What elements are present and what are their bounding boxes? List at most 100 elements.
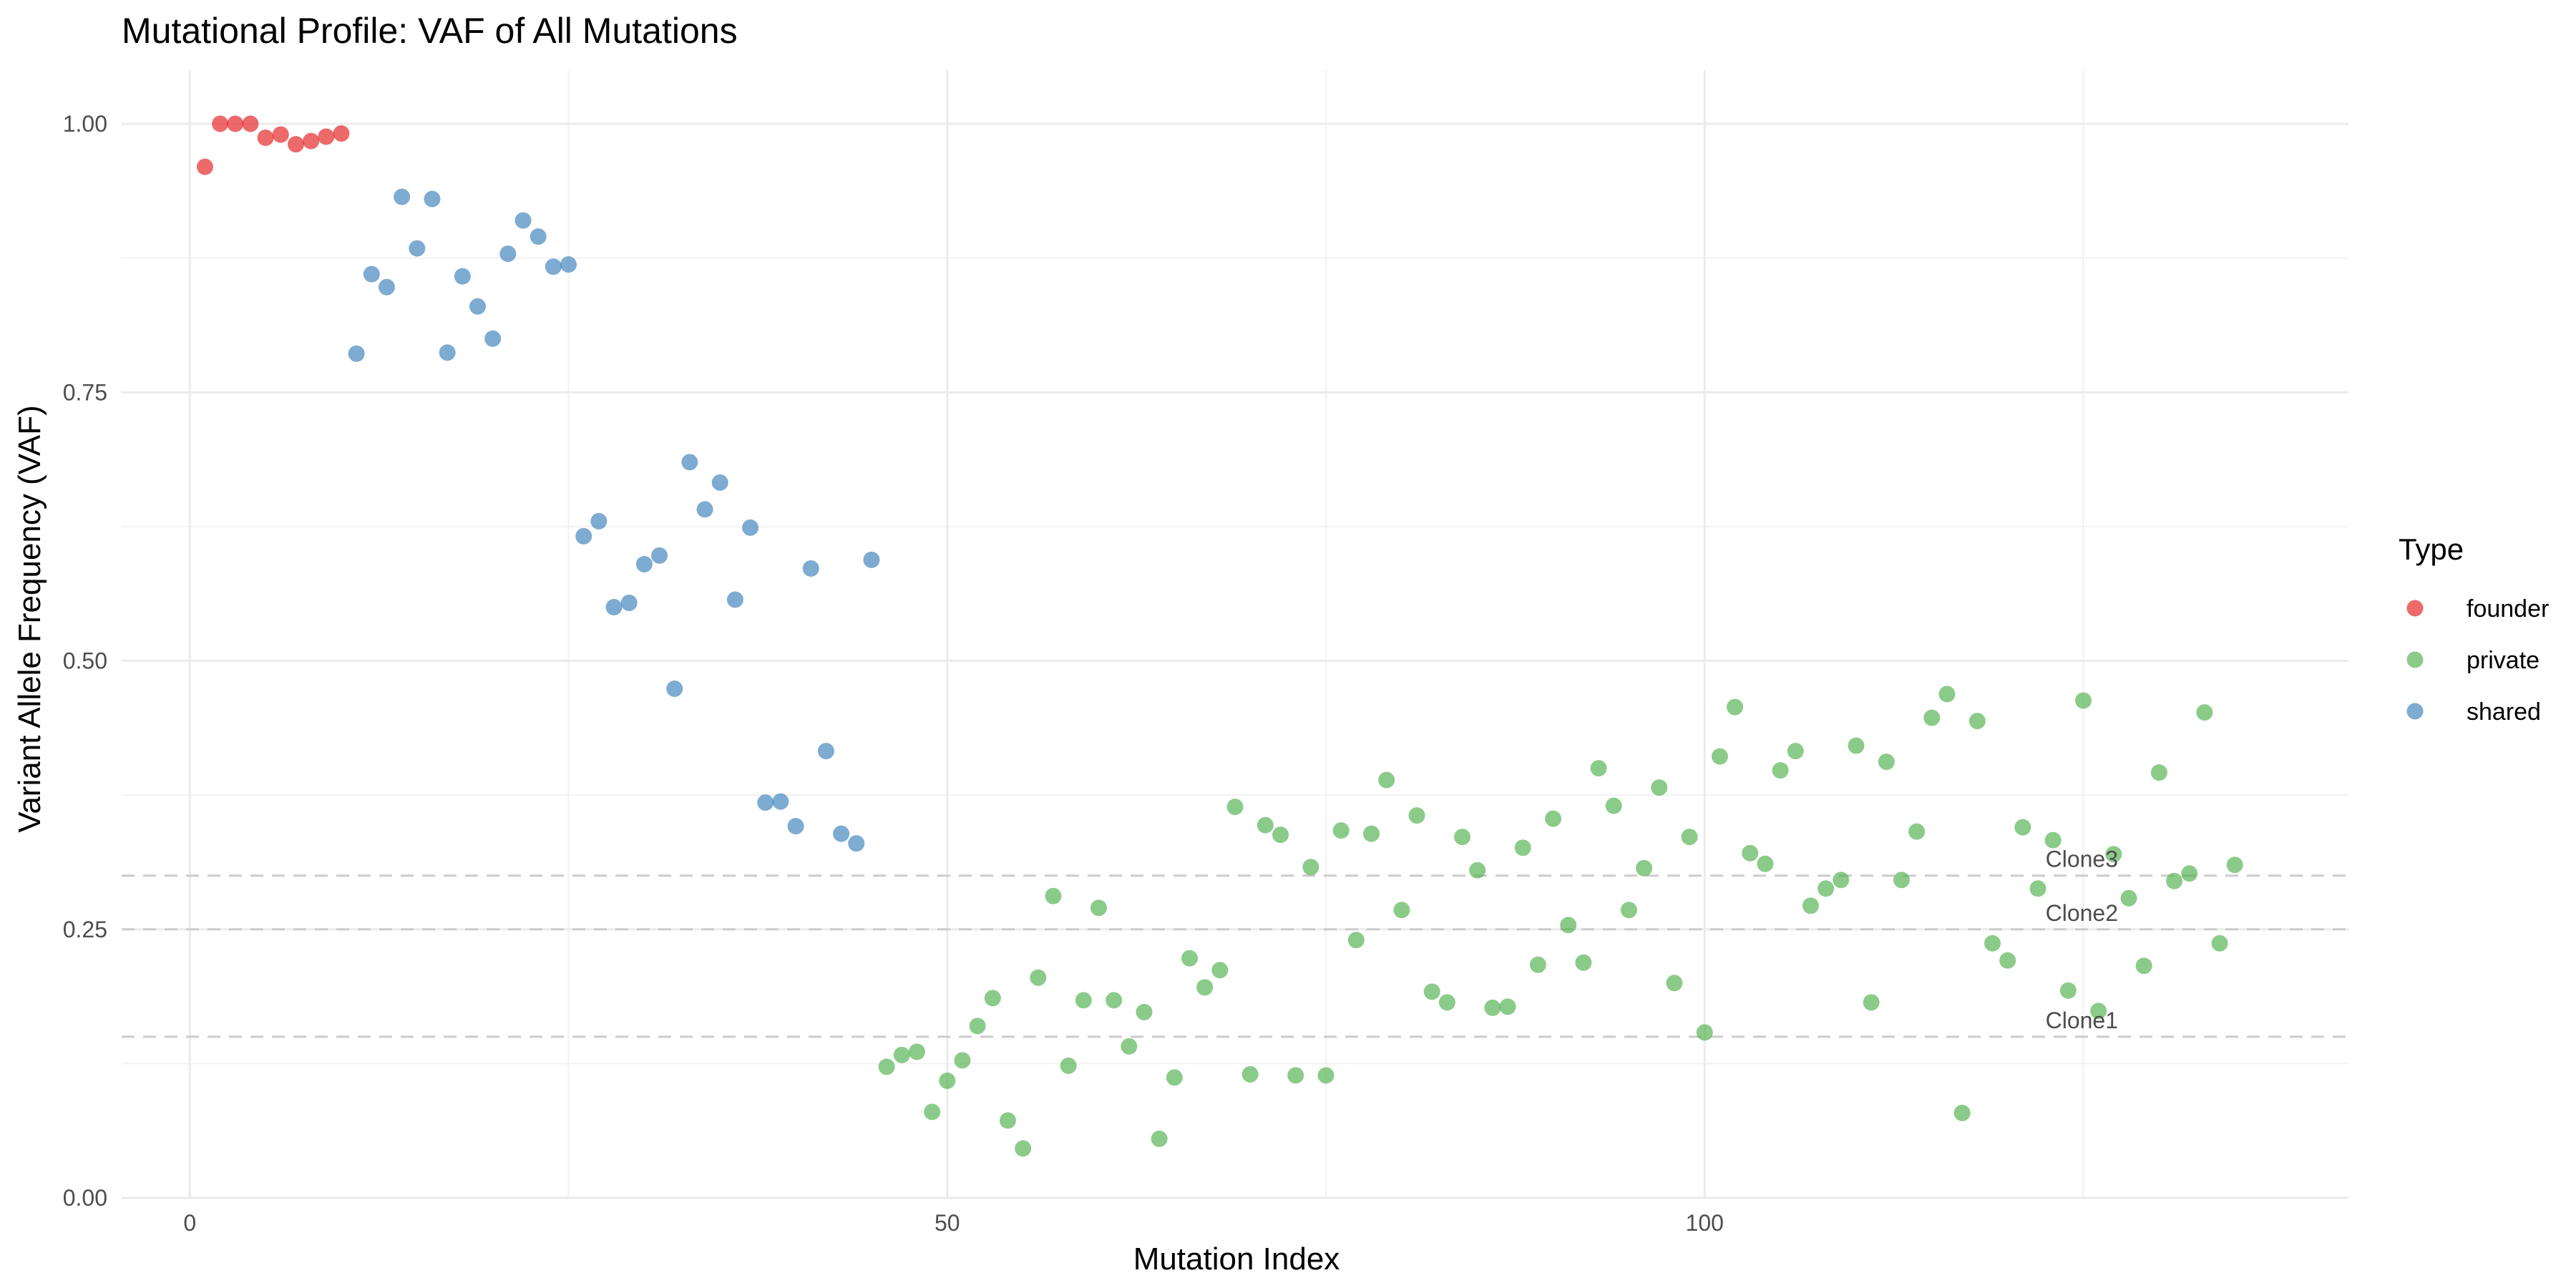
legend-key-founder (2406, 600, 2424, 617)
data-point-shared (514, 212, 532, 229)
data-point-shared (681, 454, 698, 471)
data-point-private (1575, 954, 1592, 971)
data-point-private (924, 1103, 941, 1121)
x-tick-label: 0 (183, 1210, 196, 1236)
reference-line-labels: Clone1 Clone2 Clone3 (2046, 847, 2118, 1033)
data-point-private (2226, 857, 2243, 874)
data-point-shared (439, 344, 456, 361)
data-point-private (1166, 1069, 1183, 1086)
x-tick-label: 50 (935, 1210, 960, 1236)
data-point-private (1272, 826, 1289, 844)
data-point-founder (333, 125, 350, 142)
data-point-shared (711, 474, 728, 491)
data-point-private (1636, 859, 1653, 877)
data-point-private (1681, 829, 1698, 846)
data-point-private (1151, 1130, 1168, 1147)
data-point-private (1833, 872, 1850, 889)
data-point-shared (817, 743, 834, 760)
data-point-shared (484, 330, 502, 347)
legend: Type founder private shared (2399, 532, 2549, 726)
reference-line-label: Clone2 (2046, 900, 2118, 926)
data-point-shared (560, 256, 577, 273)
data-point-shared (605, 598, 623, 615)
data-point-private (1332, 822, 1350, 839)
data-point-private (2014, 819, 2031, 836)
data-point-private (1696, 1024, 1713, 1041)
data-point-private (1560, 917, 1577, 934)
data-point-founder (272, 126, 289, 143)
data-point-shared (772, 793, 789, 810)
data-point-private (2135, 957, 2152, 975)
data-point-private (1302, 859, 1319, 876)
data-point-shared (378, 278, 395, 296)
chart-title: Mutational Profile: VAF of All Mutations (122, 11, 738, 51)
legend-label-private: private (2467, 647, 2540, 674)
data-point-founder (287, 136, 304, 153)
data-point-private (1923, 709, 1941, 726)
data-point-private (1060, 1057, 1077, 1074)
data-point-private (1968, 713, 1986, 730)
data-point-private (1953, 1104, 1971, 1121)
data-point-private (1454, 829, 1471, 846)
data-point-private (1363, 825, 1380, 842)
data-point-founder (303, 132, 320, 150)
data-point-private (1181, 950, 1198, 967)
data-point-private (1347, 932, 1365, 949)
data-point-shared (726, 591, 743, 608)
data-point-private (1317, 1067, 1335, 1084)
data-point-private (893, 1046, 910, 1063)
data-point-private (1590, 760, 1607, 777)
data-point-private (1045, 887, 1062, 904)
data-point-private (2196, 704, 2213, 721)
data-point-private (1651, 779, 1668, 796)
data-point-private (1818, 880, 1835, 897)
data-point-private (1484, 999, 1501, 1016)
data-point-private (999, 1112, 1016, 1129)
data-point-shared (363, 265, 380, 283)
data-point-private (908, 1043, 925, 1060)
data-point-private (954, 1052, 971, 1069)
data-point-private (984, 990, 1001, 1007)
data-point-shared (863, 551, 880, 568)
data-point-private (1211, 962, 1229, 979)
data-point-private (1241, 1065, 1259, 1083)
data-point-private (2044, 831, 2062, 849)
data-point-shared (590, 512, 608, 530)
data-point-shared (802, 560, 819, 577)
legend-label-shared: shared (2467, 698, 2541, 726)
x-axis-title: Mutation Index (1133, 1241, 1340, 1277)
data-point-shared (848, 835, 865, 852)
data-point-private (1908, 823, 1926, 840)
data-point-private (1438, 994, 1455, 1011)
data-point-shared (454, 268, 471, 285)
y-tick-label: 1.00 (63, 111, 107, 137)
data-point-founder (227, 115, 244, 132)
data-point-private (2075, 692, 2092, 709)
data-point-shared (666, 680, 683, 698)
data-point-private (1469, 862, 1486, 879)
data-point-private (2211, 935, 2228, 952)
data-points (196, 115, 2243, 1157)
reference-line-label: Clone1 (2046, 1008, 2118, 1033)
data-point-private (1848, 737, 1865, 754)
data-point-founder (212, 115, 229, 132)
data-point-private (1938, 686, 1956, 703)
data-point-private (1545, 810, 1562, 827)
data-point-private (1514, 839, 1531, 857)
data-point-private (1772, 762, 1789, 779)
data-point-private (1423, 983, 1440, 1000)
data-point-shared (394, 188, 411, 205)
data-point-private (2105, 846, 2122, 863)
data-point-private (1711, 748, 1728, 765)
data-point-private (1226, 799, 1244, 816)
y-tick-label: 0.75 (63, 379, 107, 405)
data-point-private (969, 1018, 986, 1035)
data-point-shared (530, 228, 547, 245)
data-point-private (1015, 1140, 1032, 1157)
data-point-private (939, 1072, 956, 1089)
data-point-private (1030, 969, 1047, 986)
data-point-private (1287, 1067, 1304, 1084)
data-point-private (1757, 855, 1774, 872)
data-point-private (1408, 807, 1425, 824)
data-point-private (2150, 764, 2167, 781)
